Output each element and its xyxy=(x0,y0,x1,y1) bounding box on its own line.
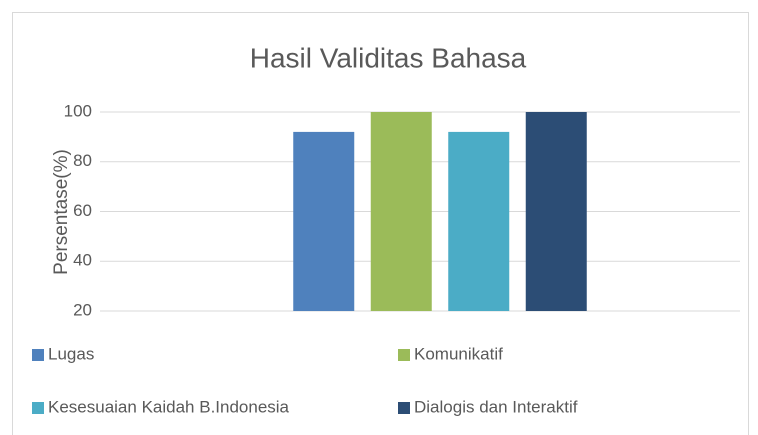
y-tick-label: 60 xyxy=(73,201,92,220)
legend-label: Kesesuaian Kaidah B.Indonesia xyxy=(48,397,290,416)
bar xyxy=(293,131,355,311)
legend-label: Dialogis dan Interaktif xyxy=(414,397,578,416)
legend-swatch xyxy=(398,402,410,414)
bar xyxy=(370,112,432,311)
legend-label: Komunikatif xyxy=(414,344,503,363)
y-tick-label: 40 xyxy=(73,251,92,270)
bar xyxy=(448,131,510,311)
y-axis-label: Persentase(%) xyxy=(51,149,72,275)
y-tick-label: 80 xyxy=(73,151,92,170)
chart-title: Hasil Validitas Bahasa xyxy=(250,42,527,73)
legend-swatch xyxy=(398,349,410,361)
legend-label: Lugas xyxy=(48,344,94,363)
y-tick-label: 20 xyxy=(73,300,92,319)
legend-swatch xyxy=(32,402,44,414)
legend-swatch xyxy=(32,349,44,361)
bar xyxy=(525,112,587,311)
y-tick-label: 100 xyxy=(64,101,92,120)
